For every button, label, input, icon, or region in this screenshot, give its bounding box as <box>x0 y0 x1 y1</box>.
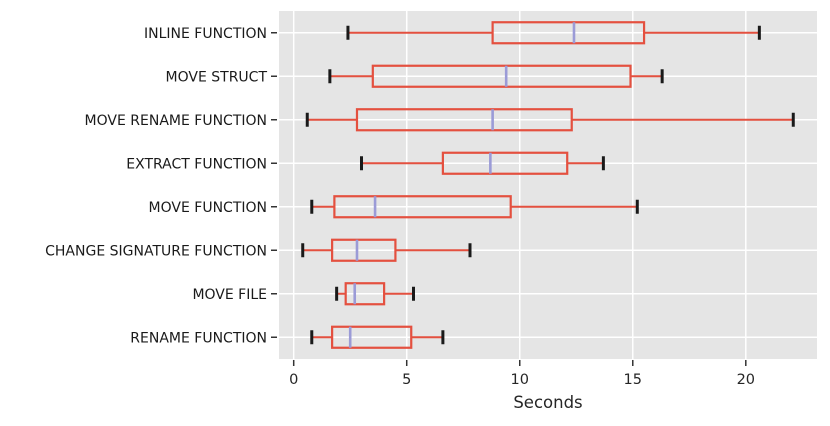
x-tick-label: 10 <box>511 372 529 388</box>
y-category-label: MOVE FUNCTION <box>149 200 267 216</box>
x-tick-label: 20 <box>737 372 755 388</box>
y-category-label: MOVE RENAME FUNCTION <box>85 113 267 129</box>
y-category-label: MOVE FILE <box>192 287 267 303</box>
y-category-label: EXTRACT FUNCTION <box>126 156 267 172</box>
x-axis-label: Seconds <box>513 393 582 412</box>
iqr-box <box>441 151 569 175</box>
iqr-box <box>491 21 646 45</box>
x-tick-label: 0 <box>289 372 298 388</box>
iqr-box <box>355 108 573 132</box>
y-category-label: INLINE FUNCTION <box>144 26 267 42</box>
x-tick-label: 15 <box>624 372 642 388</box>
iqr-box <box>344 282 386 306</box>
y-category-label: MOVE STRUCT <box>166 69 268 85</box>
plot-area-background <box>279 11 817 359</box>
y-category-label: CHANGE SIGNATURE FUNCTION <box>45 243 267 259</box>
y-category-label: RENAME FUNCTION <box>130 330 267 346</box>
x-tick-label: 5 <box>402 372 411 388</box>
iqr-box <box>333 195 512 219</box>
iqr-box <box>331 325 413 349</box>
iqr-box <box>371 64 632 88</box>
iqr-box <box>331 238 397 262</box>
